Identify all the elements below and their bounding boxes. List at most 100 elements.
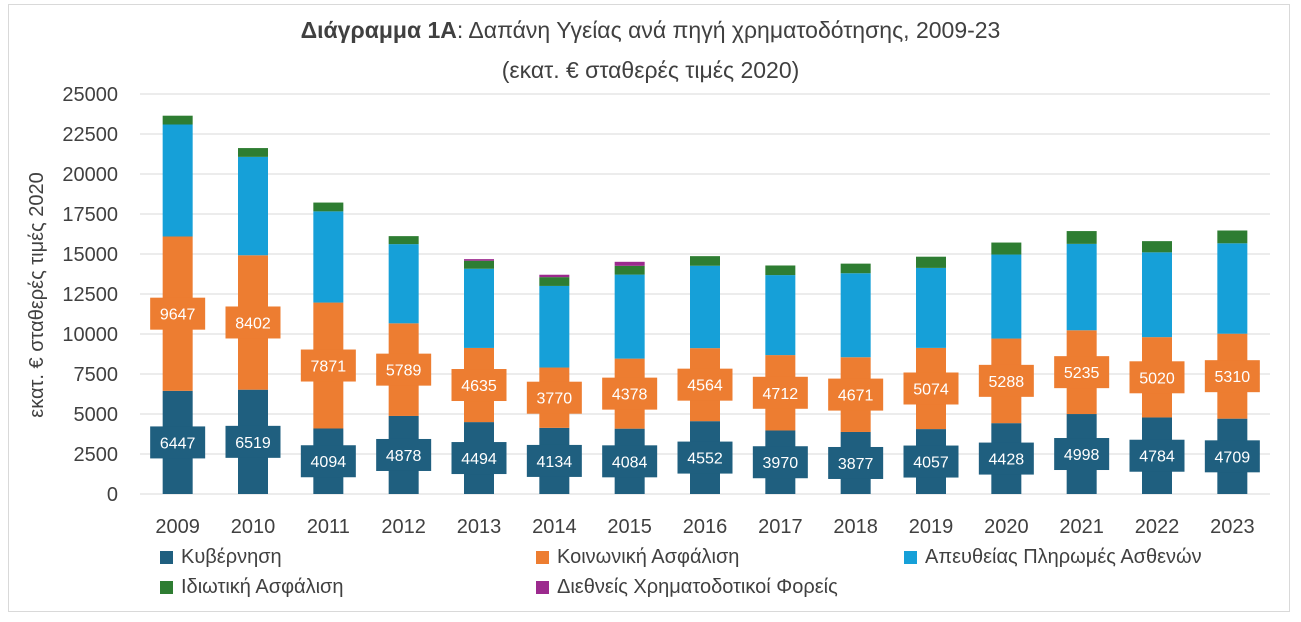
data-label-box: [602, 445, 658, 478]
bar-segment: [238, 148, 268, 157]
data-label: 4134: [537, 454, 573, 471]
legend-label: Κοινωνική Ασφάλιση: [557, 546, 740, 568]
data-label: 4494: [461, 451, 497, 468]
legend-label: Διεθνείς Χρηματοδοτικοί Φορείς: [557, 576, 838, 598]
data-label: 5074: [913, 381, 949, 398]
bar-segment: [690, 256, 720, 266]
bar-segment: [991, 254, 1022, 339]
x-tick-label: 2015: [607, 516, 652, 538]
bar-segment: [238, 156, 268, 256]
x-tick-label: 2011: [307, 516, 350, 538]
legend-item: Ιδιωτική Ασφάλιση: [160, 576, 344, 599]
data-label: 9647: [160, 307, 196, 324]
bars: [162, 115, 1248, 494]
bar-segment: [1066, 231, 1097, 244]
x-tick-label: 2009: [155, 516, 200, 538]
data-label: 4709: [1215, 449, 1251, 466]
legend-swatch: [536, 581, 549, 594]
bar-segment: [1217, 243, 1248, 334]
x-tick-label: 2018: [833, 516, 878, 538]
x-tick-label: 2010: [231, 516, 276, 538]
y-tick-label: 22500: [62, 124, 118, 146]
bar-segment: [1066, 243, 1097, 331]
y-tick-label: 10000: [62, 324, 118, 346]
y-tick-label: 25000: [62, 84, 118, 106]
data-label-box: [978, 442, 1034, 475]
data-label-box: [150, 297, 206, 330]
data-label-box: [1054, 438, 1110, 471]
data-label: 3877: [838, 456, 874, 473]
data-label-box: [677, 368, 733, 401]
data-label-box: [225, 425, 281, 458]
bar-segment: [1217, 230, 1248, 244]
data-label-box: [978, 364, 1034, 397]
data-label-box: [526, 444, 582, 477]
bar-segment: [539, 285, 570, 368]
x-tick-label: 2021: [1059, 516, 1104, 538]
y-tick-label: 15000: [62, 244, 118, 266]
legend-label: Απευθείας Πληρωμές Ασθενών: [925, 546, 1202, 568]
x-tick-label: 2023: [1210, 516, 1255, 538]
y-tick-label: 2500: [74, 444, 119, 466]
x-tick-label: 2017: [758, 516, 803, 538]
data-label-box: [376, 353, 432, 386]
data-label-box: [903, 445, 959, 478]
data-label: 4084: [612, 454, 648, 471]
data-label: 6519: [235, 435, 271, 452]
data-label-box: [1129, 361, 1185, 394]
bar-segment: [991, 242, 1022, 255]
data-label-box: [225, 306, 281, 339]
bar-segment: [916, 256, 946, 268]
x-tick-label: 2019: [909, 516, 954, 538]
data-label: 4635: [461, 378, 497, 395]
data-label-box: [602, 377, 658, 410]
bar-segment: [765, 265, 796, 276]
y-tick-label: 7500: [74, 364, 119, 386]
y-axis-title: εκατ. € σταθερές τιμές 2020: [26, 172, 48, 417]
y-tick-label: 12500: [62, 284, 118, 306]
data-label: 7871: [311, 359, 347, 376]
data-labels: 6447 9647 6519 8402 4094 7871 4878 5789 4494 4635…: [150, 297, 1260, 479]
data-label-box: [1204, 440, 1260, 473]
x-tick-label: 2016: [683, 516, 728, 538]
x-tick-label: 2014: [532, 516, 577, 538]
bar-segment: [464, 260, 494, 269]
bar-segment: [464, 259, 494, 261]
data-label-box: [300, 349, 356, 382]
data-label-box: [1204, 360, 1260, 393]
data-label-box: [828, 446, 884, 479]
bar-segment: [313, 211, 344, 303]
data-label: 4428: [989, 452, 1025, 469]
data-label-box: [1054, 356, 1110, 389]
legend-label: Κυβέρνηση: [181, 546, 282, 568]
x-tick-label: 2012: [381, 516, 426, 538]
data-label-box: [526, 381, 582, 414]
y-tick-label: 17500: [62, 204, 118, 226]
data-label: 4552: [687, 451, 723, 468]
data-label-box: [451, 442, 507, 475]
bar-segment: [388, 236, 419, 245]
bar-segment: [614, 265, 645, 275]
data-label: 3970: [763, 455, 799, 472]
legend-swatch: [160, 551, 173, 564]
data-label: 4712: [763, 386, 799, 403]
bar-segment: [1142, 252, 1172, 338]
data-label: 4564: [687, 378, 723, 395]
chart-title-rest: : Δαπάνη Υγείας ανά πηγή χρηματοδότησης,…: [456, 17, 1001, 43]
bar-segment: [840, 263, 871, 274]
data-label-box: [300, 445, 356, 478]
bar-segment: [916, 267, 946, 348]
data-label: 4878: [386, 448, 422, 465]
data-label: 4998: [1064, 447, 1100, 464]
data-label: 5020: [1139, 370, 1175, 387]
data-label-box: [1129, 439, 1185, 472]
bar-segment: [162, 115, 193, 125]
chart-title-bold: Διάγραμμα 1Α: [300, 17, 457, 43]
data-label-box: [376, 438, 432, 471]
data-label: 4378: [612, 387, 648, 404]
legend-item: Κοινωνική Ασφάλιση: [536, 546, 739, 569]
data-label: 8402: [235, 315, 271, 332]
data-label: 4057: [913, 455, 949, 472]
bar-segment: [614, 261, 645, 266]
